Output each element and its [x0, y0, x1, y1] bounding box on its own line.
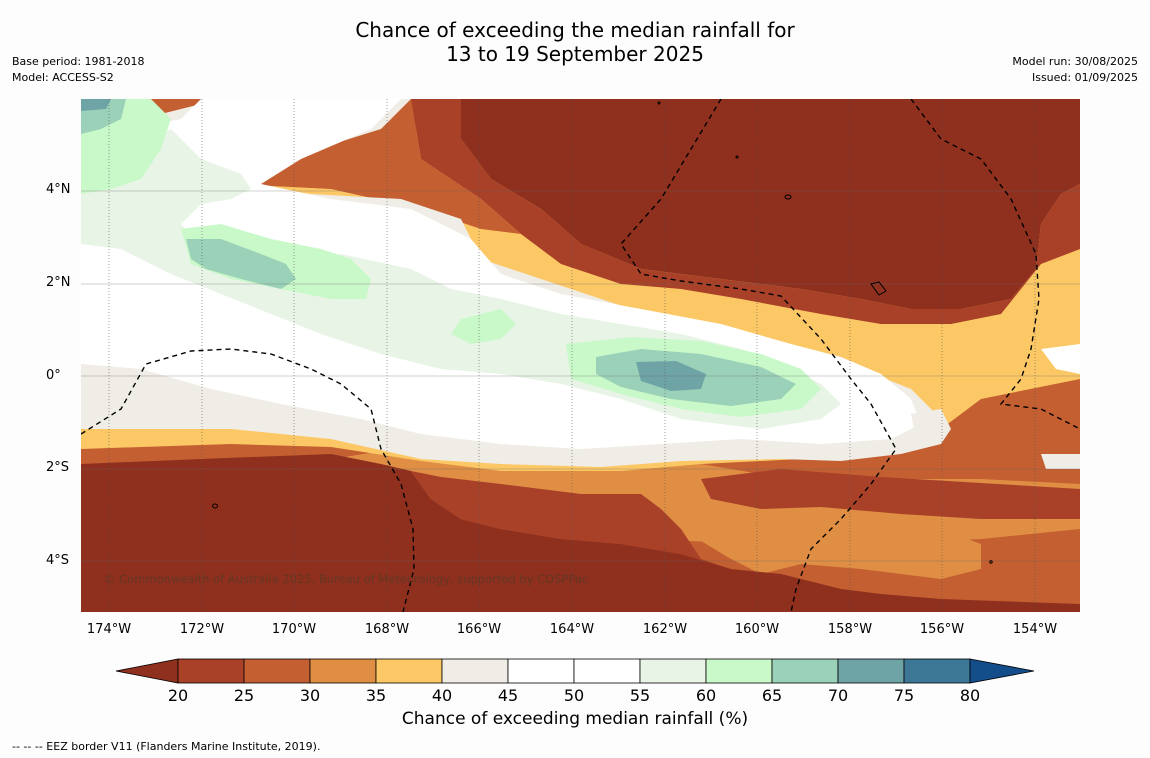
- band-25-30-north: [411, 99, 1080, 324]
- lon-label-158w: 158°W: [827, 622, 873, 637]
- colorbar-segment: [441, 658, 509, 684]
- lon-label-164w: 164°W: [549, 622, 595, 637]
- east-white-patch: [1041, 344, 1080, 374]
- colorbar-segment: [837, 658, 905, 684]
- lon-label-166w: 166°W: [456, 622, 502, 637]
- lon-label-160w: 160°W: [734, 622, 780, 637]
- rainfall-map-svg: [81, 99, 1080, 612]
- lat-label-2s: 2°S: [46, 460, 70, 475]
- issued-date: Issued: 01/09/2025: [1031, 71, 1138, 84]
- colorbar-tick-label: 25: [233, 686, 255, 705]
- colorbar-tick-label: 65: [761, 686, 783, 705]
- band-25-30-east: [701, 469, 1080, 519]
- colorbar-extend-high: [969, 658, 1035, 684]
- colorbar-segment: [309, 658, 377, 684]
- lon-label-162w: 162°W: [642, 622, 688, 637]
- band-20-25-north: [461, 99, 1080, 309]
- lat-label-4n: 4°N: [46, 182, 71, 197]
- colorbar-tick-label: 35: [365, 686, 387, 705]
- colorbar-segment: [639, 658, 707, 684]
- eez-border-note: -- -- -- EEZ border V11 (Flanders Marine…: [12, 740, 321, 753]
- colorbar: [115, 658, 1035, 684]
- east-offwhite-patch-2: [1041, 454, 1080, 469]
- copyright-credit: © Commonwealth of Australia 2025, Bureau…: [104, 572, 589, 586]
- colorbar-tick-label: 30: [299, 686, 321, 705]
- model-name: Model: ACCESS-S2: [12, 71, 114, 84]
- band-65-70-west: [186, 239, 296, 289]
- colorbar-segment: [507, 658, 575, 684]
- lat-label-equator: 0°: [46, 368, 61, 383]
- lat-label-2n: 2°N: [46, 275, 71, 290]
- colorbar-segment: [573, 658, 641, 684]
- colorbar-tick-label: 75: [893, 686, 915, 705]
- colorbar-tick-label: 20: [167, 686, 189, 705]
- lon-label-174w: 174°W: [86, 622, 132, 637]
- base-period: Base period: 1981-2018: [12, 55, 145, 68]
- colorbar-segment: [771, 658, 839, 684]
- colorbar-tick-label: 50: [563, 686, 585, 705]
- colorbar-segment: [705, 658, 773, 684]
- band-25-30-south: [411, 471, 731, 569]
- band-60-65-patch: [451, 309, 516, 344]
- lon-label-156w: 156°W: [919, 622, 965, 637]
- colorbar-tick-label: 45: [497, 686, 519, 705]
- colorbar-tick-label: 55: [629, 686, 651, 705]
- island-outlines: [212, 101, 993, 564]
- lon-label-170w: 170°W: [271, 622, 317, 637]
- colorbar-tick-label: 40: [431, 686, 453, 705]
- title-line-2: 13 to 19 September 2025: [446, 42, 704, 66]
- east-offwhite-patch: [911, 409, 951, 444]
- band-30-35-north: [231, 99, 521, 234]
- parallel-gridlines: [81, 190, 1080, 562]
- band-35-40-blob: [681, 487, 981, 579]
- colorbar-title: Chance of exceeding median rainfall (%): [401, 709, 749, 729]
- colorbar-tick-label: 80: [959, 686, 981, 705]
- colorbar-tick-label: 70: [827, 686, 849, 705]
- model-run: Model run: 30/08/2025: [1012, 55, 1138, 68]
- colorbar-tick-label: 60: [695, 686, 717, 705]
- colorbar-segment: [243, 658, 311, 684]
- eez-borders: [81, 99, 1080, 612]
- lon-label-154w: 154°W: [1012, 622, 1058, 637]
- title-line-1: Chance of exceeding the median rainfall …: [355, 18, 795, 42]
- band-20-25-south: [81, 454, 1080, 612]
- meta-right: Model run: 30/08/2025 Issued: 01/09/2025: [1012, 54, 1138, 86]
- colorbar-segment: [903, 658, 971, 684]
- band-70-75-nw: [81, 99, 111, 111]
- lat-label-4s: 4°S: [46, 553, 70, 568]
- colorbar-segment: [375, 658, 443, 684]
- rainfall-map: [81, 99, 1080, 612]
- colorbar-segment: [177, 658, 245, 684]
- map-title: Chance of exceeding the median rainfall …: [0, 18, 1150, 66]
- lon-label-172w: 172°W: [179, 622, 225, 637]
- colorbar-extend-low: [115, 658, 179, 684]
- meta-left: Base period: 1981-2018 Model: ACCESS-S2: [12, 54, 144, 86]
- lon-label-168w: 168°W: [364, 622, 410, 637]
